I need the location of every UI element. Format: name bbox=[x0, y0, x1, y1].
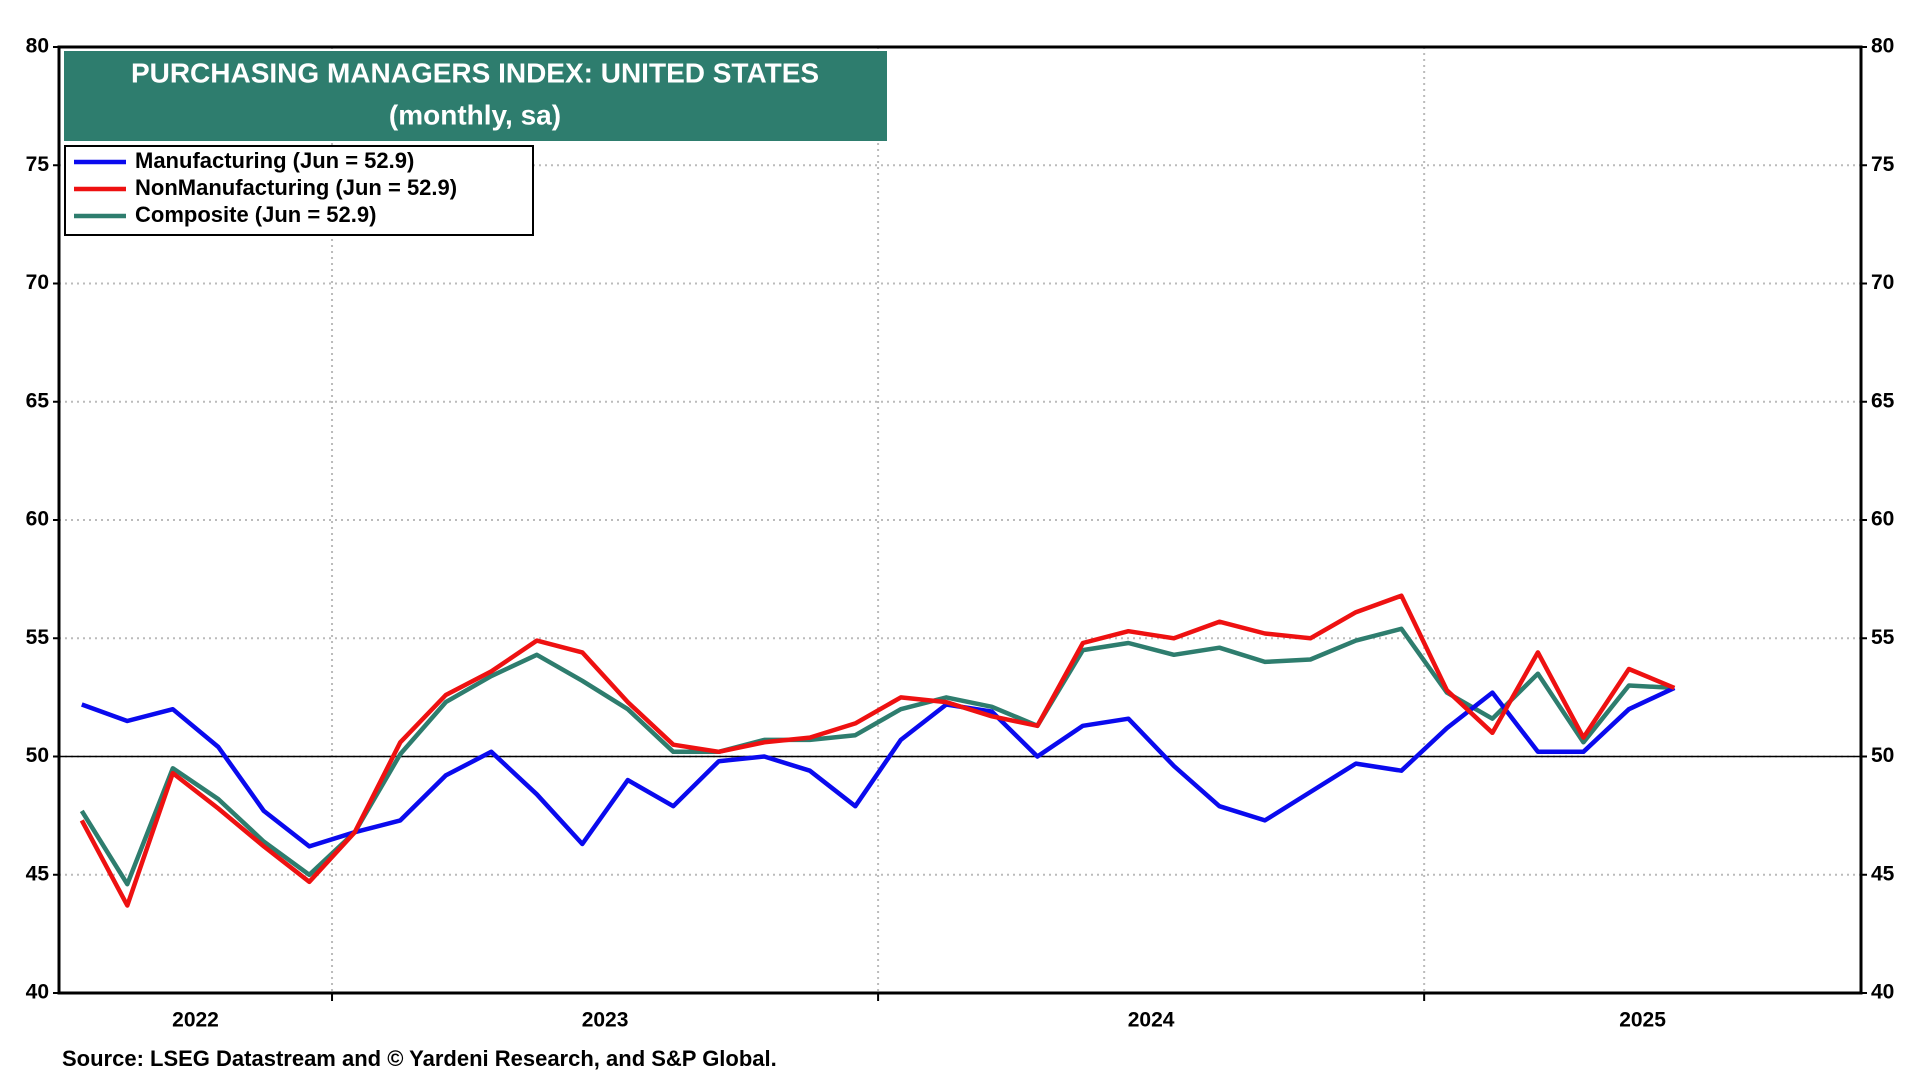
y2-tick-label: 60 bbox=[1871, 508, 1894, 531]
legend: Manufacturing (Jun = 52.9)NonManufacturi… bbox=[74, 148, 457, 227]
x-tick-label: 2023 bbox=[582, 1009, 629, 1032]
y-tick-label: 60 bbox=[26, 508, 49, 531]
y2-tick-label: 65 bbox=[1871, 389, 1895, 412]
legend-label: Manufacturing (Jun = 52.9) bbox=[135, 148, 414, 173]
legend-box bbox=[64, 145, 534, 236]
y2-tick-label: 80 bbox=[1871, 35, 1894, 58]
y2-tick-label: 75 bbox=[1871, 153, 1895, 176]
y-tick-label: 55 bbox=[26, 626, 50, 649]
plot-frame bbox=[57, 45, 1863, 995]
x-tick-label: 2024 bbox=[1128, 1009, 1175, 1032]
legend-label: Composite (Jun = 52.9) bbox=[135, 202, 376, 227]
y2-tick-label: 70 bbox=[1871, 271, 1894, 294]
series-line bbox=[81, 685, 1676, 849]
y-tick-label: 65 bbox=[26, 389, 50, 412]
chart-subtitle: (monthly, sa) bbox=[389, 99, 561, 130]
series-line bbox=[79, 593, 1676, 908]
y2-tick-label: 40 bbox=[1871, 981, 1894, 1004]
y-tick-label: 75 bbox=[26, 153, 50, 176]
lines bbox=[79, 593, 1676, 908]
title-box bbox=[64, 51, 887, 141]
x-tick-label: 2022 bbox=[172, 1009, 219, 1032]
y-tick-label: 80 bbox=[26, 35, 49, 58]
y2-tick-label: 45 bbox=[1871, 862, 1895, 885]
y2-tick-label: 55 bbox=[1871, 626, 1895, 649]
y2-tick-label: 50 bbox=[1871, 744, 1894, 767]
y-tick-label: 70 bbox=[26, 271, 49, 294]
y-tick-label: 40 bbox=[26, 981, 49, 1004]
x-tick-label: 2025 bbox=[1619, 1009, 1666, 1032]
legend-label: NonManufacturing (Jun = 52.9) bbox=[135, 175, 457, 200]
chart-title: PURCHASING MANAGERS INDEX: UNITED STATES bbox=[131, 57, 819, 88]
y-tick-label: 45 bbox=[26, 862, 50, 885]
source-note: Source: LSEG Datastream and © Yardeni Re… bbox=[62, 1046, 777, 1071]
y-tick-label: 50 bbox=[26, 744, 49, 767]
